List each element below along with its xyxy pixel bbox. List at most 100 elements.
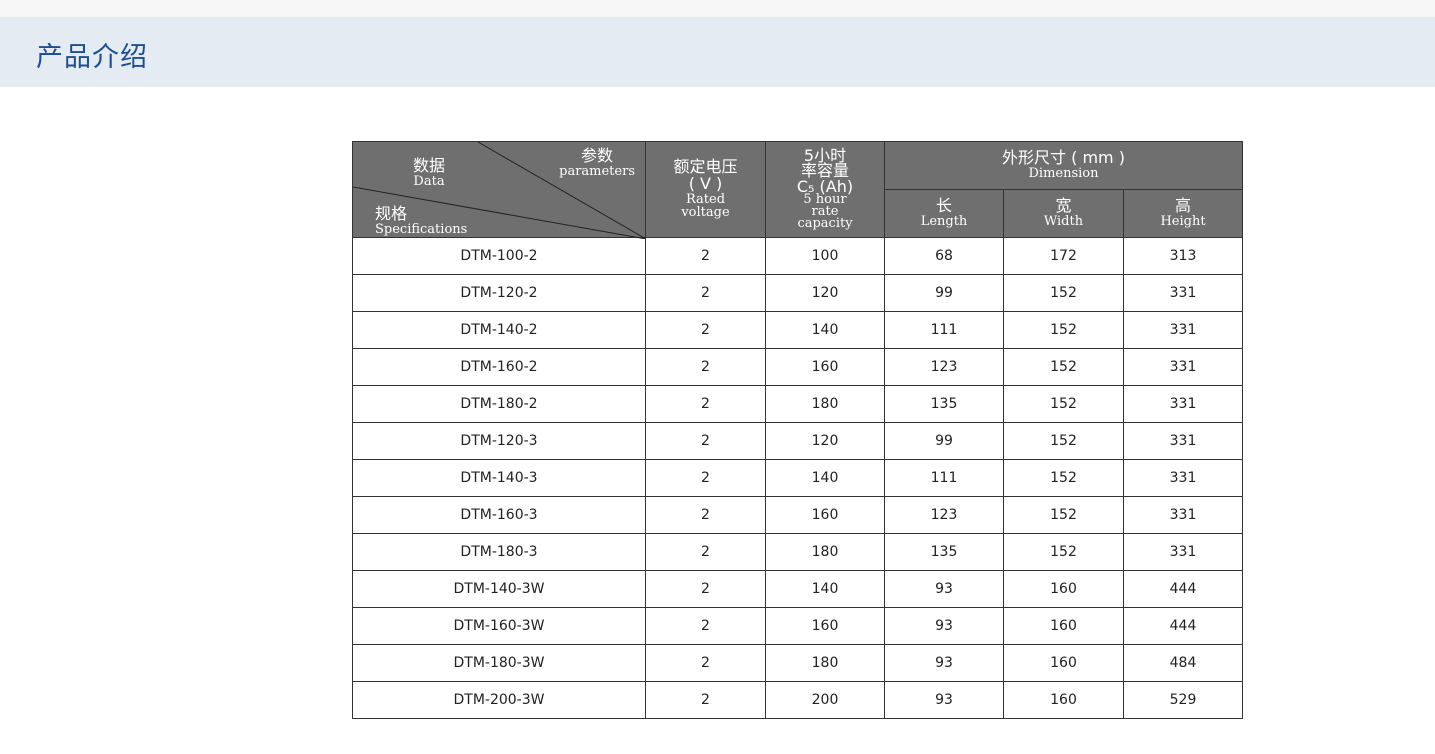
diagonal-lines xyxy=(353,142,646,239)
cell-capacity: 200 xyxy=(765,681,885,719)
cell-capacity: 160 xyxy=(765,607,885,645)
table-row: DTM-140-3W 2 140 93 160 444 xyxy=(352,570,1243,608)
cell-width: 172 xyxy=(1003,237,1124,275)
cell-model: DTM-120-2 xyxy=(352,274,646,312)
spec-table: 参数 parameters 数据 Data 规格 Specifications 额定电… xyxy=(352,141,1243,719)
cell-length: 111 xyxy=(884,311,1004,349)
cell-voltage: 2 xyxy=(645,311,766,349)
cell-length: 68 xyxy=(884,237,1004,275)
cell-height: 331 xyxy=(1123,385,1243,423)
table-row: DTM-180-2 2 180 135 152 331 xyxy=(352,385,1243,423)
cell-width: 160 xyxy=(1003,644,1124,682)
cell-voltage: 2 xyxy=(645,459,766,497)
cell-model: DTM-160-3 xyxy=(352,496,646,534)
cell-voltage: 2 xyxy=(645,422,766,460)
cell-voltage: 2 xyxy=(645,496,766,534)
table-row: DTM-100-2 2 100 68 172 313 xyxy=(352,237,1243,275)
table-row: DTM-180-3 2 180 135 152 331 xyxy=(352,533,1243,571)
cell-height: 331 xyxy=(1123,459,1243,497)
cell-model: DTM-180-2 xyxy=(352,385,646,423)
cell-length: 93 xyxy=(884,607,1004,645)
table-row: DTM-160-3W 2 160 93 160 444 xyxy=(352,607,1243,645)
data-label: 数据 Data xyxy=(413,156,446,189)
cell-voltage: 2 xyxy=(645,385,766,423)
cell-length: 135 xyxy=(884,385,1004,423)
cell-voltage: 2 xyxy=(645,348,766,386)
cell-length: 135 xyxy=(884,533,1004,571)
cell-width: 152 xyxy=(1003,385,1124,423)
cell-capacity: 140 xyxy=(765,459,885,497)
voltage-header: 额定电压( V ) Rated voltage xyxy=(645,141,766,238)
cell-voltage: 2 xyxy=(645,607,766,645)
cell-length: 93 xyxy=(884,644,1004,682)
cell-model: DTM-160-3W xyxy=(352,607,646,645)
cell-width: 152 xyxy=(1003,348,1124,386)
page-title: 产品介绍 xyxy=(36,42,148,73)
cell-length: 99 xyxy=(884,422,1004,460)
cell-width: 152 xyxy=(1003,274,1124,312)
cell-capacity: 160 xyxy=(765,496,885,534)
cell-width: 152 xyxy=(1003,311,1124,349)
cell-height: 331 xyxy=(1123,274,1243,312)
cell-height: 331 xyxy=(1123,348,1243,386)
table-row: DTM-120-3 2 120 99 152 331 xyxy=(352,422,1243,460)
cell-model: DTM-140-3W xyxy=(352,570,646,608)
table-row: DTM-180-3W 2 180 93 160 484 xyxy=(352,644,1243,682)
cell-length: 123 xyxy=(884,348,1004,386)
table-row: DTM-160-3 2 160 123 152 331 xyxy=(352,496,1243,534)
cell-model: DTM-160-2 xyxy=(352,348,646,386)
cell-height: 444 xyxy=(1123,570,1243,608)
parameters-label: 参数 parameters xyxy=(559,146,635,179)
cell-voltage: 2 xyxy=(645,681,766,719)
section-header: 产品介绍 xyxy=(0,17,1435,87)
cell-voltage: 2 xyxy=(645,237,766,275)
cell-model: DTM-140-3 xyxy=(352,459,646,497)
cell-capacity: 180 xyxy=(765,644,885,682)
length-header: 长 Length xyxy=(884,189,1004,238)
table-row: DTM-140-3 2 140 111 152 331 xyxy=(352,459,1243,497)
cell-voltage: 2 xyxy=(645,274,766,312)
cell-length: 111 xyxy=(884,459,1004,497)
cell-length: 99 xyxy=(884,274,1004,312)
cell-height: 313 xyxy=(1123,237,1243,275)
corner-header: 参数 parameters 数据 Data 规格 Specifications xyxy=(352,141,646,239)
width-header: 宽 Width xyxy=(1003,189,1124,238)
cell-length: 123 xyxy=(884,496,1004,534)
cell-capacity: 120 xyxy=(765,274,885,312)
cell-width: 160 xyxy=(1003,607,1124,645)
cell-model: DTM-120-3 xyxy=(352,422,646,460)
cell-height: 484 xyxy=(1123,644,1243,682)
cell-height: 331 xyxy=(1123,533,1243,571)
cell-width: 160 xyxy=(1003,681,1124,719)
table-row: DTM-120-2 2 120 99 152 331 xyxy=(352,274,1243,312)
capacity-header: 5小时 率容量 C₅ (Ah) 5 hour rate capacity xyxy=(765,141,885,238)
cell-voltage: 2 xyxy=(645,644,766,682)
cell-capacity: 120 xyxy=(765,422,885,460)
cell-model: DTM-180-3W xyxy=(352,644,646,682)
cell-model: DTM-200-3W xyxy=(352,681,646,719)
cell-width: 152 xyxy=(1003,533,1124,571)
cell-capacity: 160 xyxy=(765,348,885,386)
cell-voltage: 2 xyxy=(645,533,766,571)
cell-width: 152 xyxy=(1003,496,1124,534)
cell-capacity: 140 xyxy=(765,570,885,608)
cell-capacity: 140 xyxy=(765,311,885,349)
dimension-header: 外形尺寸 ( mm ) Dimension xyxy=(884,141,1243,190)
table-row: DTM-160-2 2 160 123 152 331 xyxy=(352,348,1243,386)
cell-height: 331 xyxy=(1123,496,1243,534)
cell-capacity: 100 xyxy=(765,237,885,275)
cell-capacity: 180 xyxy=(765,385,885,423)
cell-width: 160 xyxy=(1003,570,1124,608)
table-row: DTM-200-3W 2 200 93 160 529 xyxy=(352,681,1243,719)
cell-width: 152 xyxy=(1003,459,1124,497)
cell-voltage: 2 xyxy=(645,570,766,608)
cell-height: 331 xyxy=(1123,422,1243,460)
height-header: 高 Height xyxy=(1123,189,1243,238)
cell-length: 93 xyxy=(884,570,1004,608)
specifications-label: 规格 Specifications xyxy=(375,204,468,237)
cell-model: DTM-180-3 xyxy=(352,533,646,571)
cell-height: 331 xyxy=(1123,311,1243,349)
table-row: DTM-140-2 2 140 111 152 331 xyxy=(352,311,1243,349)
cell-height: 529 xyxy=(1123,681,1243,719)
cell-model: DTM-100-2 xyxy=(352,237,646,275)
